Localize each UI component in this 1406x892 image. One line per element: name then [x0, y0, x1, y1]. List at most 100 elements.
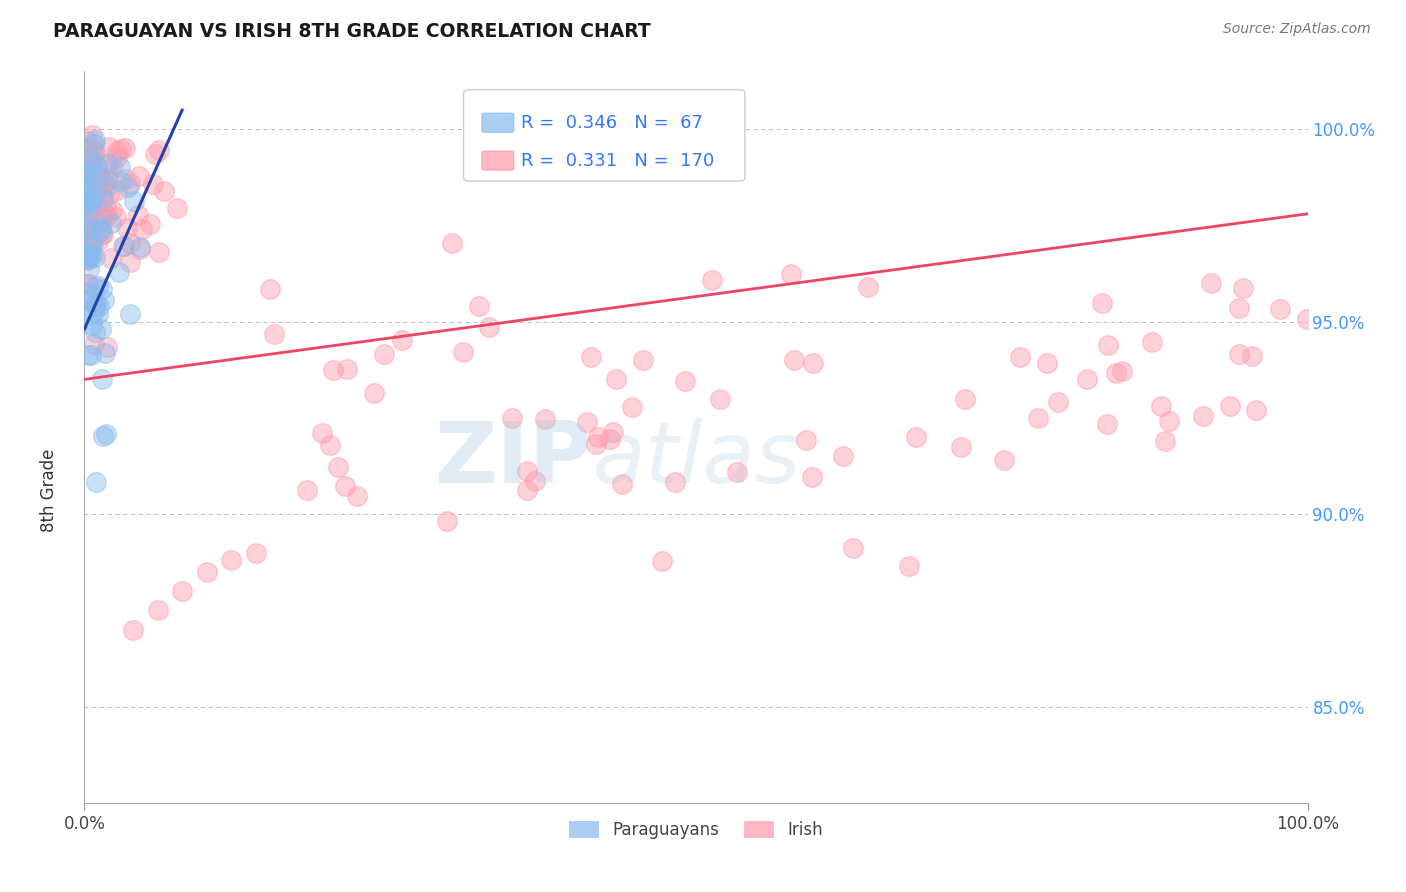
Point [1227, 347, 1250, 361]
Point [831, 450, 853, 464]
Point [1268, 301, 1291, 316]
Point [100, 160, 122, 174]
Point [1028, 410, 1050, 425]
Point [129, 240, 152, 254]
Point [725, 466, 748, 480]
Point [856, 280, 879, 294]
Point [87, 180, 110, 194]
Point [77, 207, 100, 221]
Point [516, 483, 538, 497]
Point [326, 460, 349, 475]
Point [131, 221, 153, 235]
Point [83, 189, 105, 203]
Point [79, 195, 101, 210]
Point [114, 141, 136, 155]
Point [77, 252, 100, 267]
Point [82, 128, 104, 142]
Point [77, 262, 100, 277]
Point [664, 475, 686, 490]
Point [195, 565, 218, 579]
Point [97, 186, 120, 201]
Point [84, 475, 107, 490]
Point [148, 244, 170, 259]
Point [86, 196, 108, 211]
Point [1097, 337, 1119, 351]
Point [105, 150, 128, 164]
Point [86, 173, 108, 187]
Point [77, 209, 100, 223]
Point [139, 217, 162, 231]
Point [82, 143, 104, 157]
Point [97, 172, 120, 186]
Point [128, 242, 150, 256]
Point [1232, 280, 1254, 294]
Point [84, 298, 107, 312]
Point [93, 293, 115, 307]
Point [83, 136, 105, 151]
Point [122, 623, 145, 637]
Point [82, 318, 104, 332]
Point [79, 221, 101, 235]
Point [1244, 403, 1267, 417]
Point [77, 246, 100, 260]
Point [259, 282, 281, 296]
Point [322, 362, 344, 376]
Point [107, 183, 129, 197]
Point [1111, 364, 1133, 378]
Point [110, 142, 132, 156]
Point [83, 305, 105, 319]
Point [89, 212, 111, 227]
Point [1153, 434, 1175, 449]
Point [295, 483, 318, 498]
Point [101, 202, 124, 217]
Point [602, 425, 624, 439]
Point [621, 400, 644, 414]
Point [77, 248, 100, 262]
Point [1192, 409, 1215, 423]
Point [83, 133, 105, 147]
Point [77, 245, 100, 260]
Text: R =  0.331   N =  170: R = 0.331 N = 170 [522, 152, 714, 169]
Point [82, 223, 104, 237]
Point [80, 203, 103, 218]
Point [79, 153, 101, 168]
Text: atlas: atlas [592, 417, 800, 500]
Point [219, 553, 242, 567]
Point [579, 350, 602, 364]
Text: PARAGUAYAN VS IRISH 8TH GRADE CORRELATION CHART: PARAGUAYAN VS IRISH 8TH GRADE CORRELATIO… [53, 22, 651, 41]
Point [114, 172, 136, 186]
Point [311, 426, 333, 441]
Point [77, 277, 100, 292]
Point [77, 166, 100, 180]
Point [75, 169, 97, 184]
Point [82, 211, 104, 226]
Point [610, 476, 633, 491]
Point [949, 440, 972, 454]
Point [631, 352, 654, 367]
Point [335, 479, 357, 493]
Text: Source: ZipAtlas.com: Source: ZipAtlas.com [1223, 22, 1371, 37]
Point [90, 282, 112, 296]
Point [80, 348, 103, 362]
Point [75, 285, 97, 300]
Point [1047, 394, 1070, 409]
Point [77, 155, 100, 169]
Point [801, 356, 824, 370]
Point [91, 192, 114, 206]
Point [89, 169, 111, 183]
Point [83, 154, 105, 169]
Point [1219, 399, 1241, 413]
Point [84, 325, 107, 339]
Point [108, 174, 131, 188]
Point [148, 143, 170, 157]
Point [83, 279, 105, 293]
Point [128, 169, 150, 184]
Point [83, 145, 105, 159]
Point [80, 237, 103, 252]
Point [516, 464, 538, 478]
Point [373, 347, 395, 361]
Point [1035, 356, 1057, 370]
Point [80, 307, 103, 321]
Point [91, 429, 114, 443]
Point [575, 415, 598, 429]
